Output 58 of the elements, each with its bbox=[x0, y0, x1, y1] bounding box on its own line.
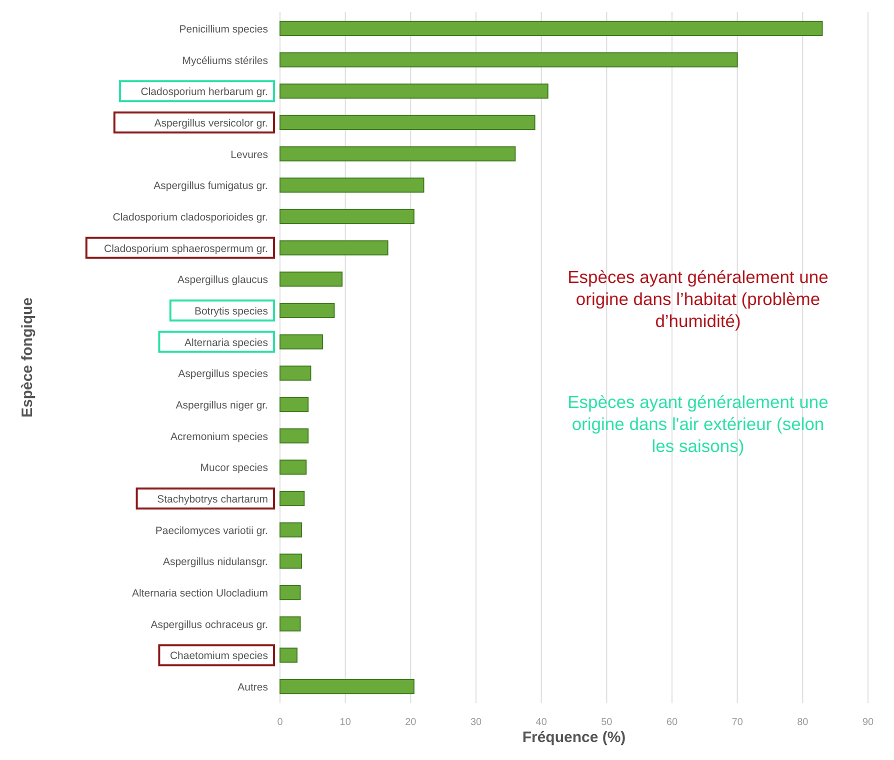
y-tick-label: Cladosporium herbarum gr. bbox=[140, 86, 268, 98]
x-tick-label: 60 bbox=[666, 717, 678, 728]
bar bbox=[280, 146, 516, 162]
bar bbox=[280, 616, 301, 632]
bar bbox=[280, 334, 323, 350]
y-tick-label: Paecilomyces variotii gr. bbox=[155, 524, 268, 537]
bar bbox=[280, 366, 312, 381]
y-tick-label: Alternaria species bbox=[184, 336, 268, 349]
x-tick-label: 20 bbox=[405, 717, 417, 728]
bar bbox=[280, 460, 307, 475]
y-tick-label: Mycéliums stériles bbox=[182, 54, 268, 67]
annotation: Espèces ayant généralement une origine dans l'air extérieur (selon les saisons) bbox=[568, 392, 828, 456]
x-tick-label: 90 bbox=[862, 717, 874, 728]
y-tick-label: Aspergillus ochraceus gr. bbox=[150, 618, 268, 631]
bar bbox=[280, 240, 388, 256]
bar bbox=[280, 84, 548, 99]
bar bbox=[280, 428, 309, 444]
y-tick-label: Alternaria section Ulocladium bbox=[132, 588, 268, 600]
y-tick-label: Aspergillus fumigatus gr. bbox=[154, 180, 268, 192]
y-axis-title: Espèce fongique bbox=[19, 297, 36, 418]
bar bbox=[280, 302, 335, 318]
bar bbox=[280, 648, 298, 663]
y-tick-label: Stachybotrys chartarum bbox=[157, 494, 268, 506]
x-tick-label: 30 bbox=[470, 717, 482, 728]
bar bbox=[280, 396, 309, 412]
y-tick-label: Botrytis species bbox=[194, 305, 268, 318]
y-tick-label: Mucor species bbox=[200, 462, 268, 474]
bar bbox=[280, 490, 305, 506]
y-tick-label: Cladosporium cladosporioides gr. bbox=[112, 211, 268, 224]
bar bbox=[280, 522, 302, 538]
annotation: Espèces ayant généralement une origine dans l’habitat (problème d’humidité) bbox=[568, 267, 828, 331]
y-tick-label: Penicillium species bbox=[179, 23, 268, 36]
x-tick-label: 70 bbox=[732, 717, 744, 728]
bar bbox=[280, 208, 414, 224]
x-tick-label: 40 bbox=[536, 717, 548, 728]
y-tick-label: Aspergillus niger gr. bbox=[176, 400, 268, 412]
x-tick-label: 50 bbox=[601, 717, 613, 728]
y-tick-label: Acremonium species bbox=[170, 430, 268, 443]
y-tick-label: Aspergillus glaucus bbox=[178, 274, 268, 286]
bar bbox=[280, 20, 823, 36]
y-tick-label: Aspergillus versicolor gr. bbox=[154, 117, 268, 130]
bar bbox=[280, 272, 343, 287]
bar bbox=[280, 114, 536, 130]
y-tick-label: Aspergillus species bbox=[178, 368, 268, 380]
bar bbox=[280, 678, 414, 694]
y-tick-label: Autres bbox=[238, 682, 268, 694]
x-tick-label: 10 bbox=[340, 717, 352, 728]
bar bbox=[280, 554, 302, 569]
y-tick-label: Aspergillus nidulansgr. bbox=[162, 556, 268, 568]
x-axis-title: Fréquence (%) bbox=[522, 729, 626, 746]
bar bbox=[280, 52, 738, 68]
x-tick-label: 80 bbox=[797, 717, 809, 728]
bar bbox=[280, 178, 424, 193]
y-tick-label: Cladosporium sphaerospermum gr. bbox=[104, 242, 268, 255]
bar bbox=[280, 584, 301, 600]
y-tick-label: Levures bbox=[230, 148, 268, 161]
y-tick-label: Chaetomium species bbox=[170, 650, 268, 662]
x-tick-label: 0 bbox=[277, 717, 284, 728]
